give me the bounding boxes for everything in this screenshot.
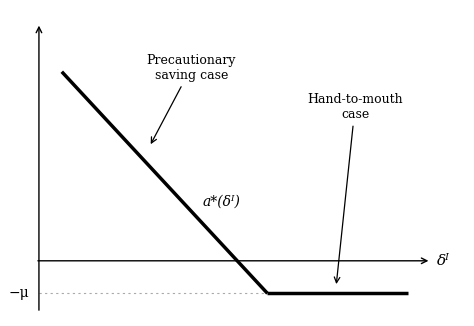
Text: Precautionary
saving case: Precautionary saving case xyxy=(146,53,236,143)
Text: a*(δᴵ): a*(δᴵ) xyxy=(203,195,241,209)
Text: Hand-to-mouth
case: Hand-to-mouth case xyxy=(307,93,403,283)
Text: −μ: −μ xyxy=(9,287,29,300)
Text: δᴵ: δᴵ xyxy=(437,254,450,268)
